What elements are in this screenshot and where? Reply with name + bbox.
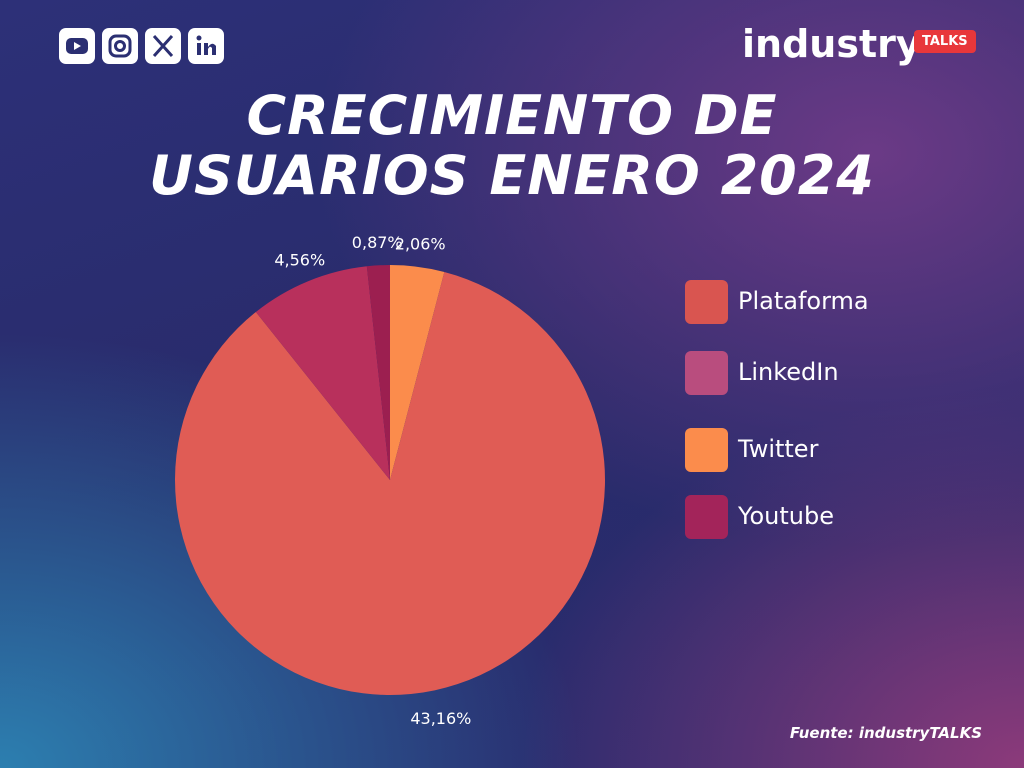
- pie-slice: [366, 265, 390, 480]
- legend-swatch: [685, 280, 728, 324]
- instagram-icon[interactable]: [102, 28, 138, 64]
- legend-label: LinkedIn: [738, 358, 839, 386]
- slice-label: 2,06%: [395, 234, 446, 253]
- legend-label: Youtube: [737, 502, 834, 530]
- pie-slice: [390, 265, 445, 480]
- slice-label: 4,56%: [274, 250, 325, 269]
- source: Fuente: industryTALKS: [789, 724, 982, 742]
- legend-swatch: [685, 351, 728, 395]
- youtube-icon[interactable]: [59, 28, 95, 64]
- linkedin-icon[interactable]: [188, 28, 224, 64]
- pie-slice: [255, 266, 390, 480]
- brand-name: industry: [742, 22, 921, 66]
- legend-label: Twitter: [737, 435, 819, 463]
- slice-label: 43,16%: [410, 709, 471, 728]
- slice-label: 0,87%: [352, 233, 403, 252]
- x-icon[interactable]: [145, 28, 181, 64]
- chart-title: CRECIMIENTO DE USUARIOS ENERO 2024: [149, 84, 875, 207]
- brand-badge: TALKS: [914, 30, 976, 53]
- pie-slice: [174, 271, 605, 695]
- legend-swatch: [685, 495, 728, 539]
- legend-label: Plataforma: [738, 287, 869, 315]
- legend-swatch: [685, 428, 728, 472]
